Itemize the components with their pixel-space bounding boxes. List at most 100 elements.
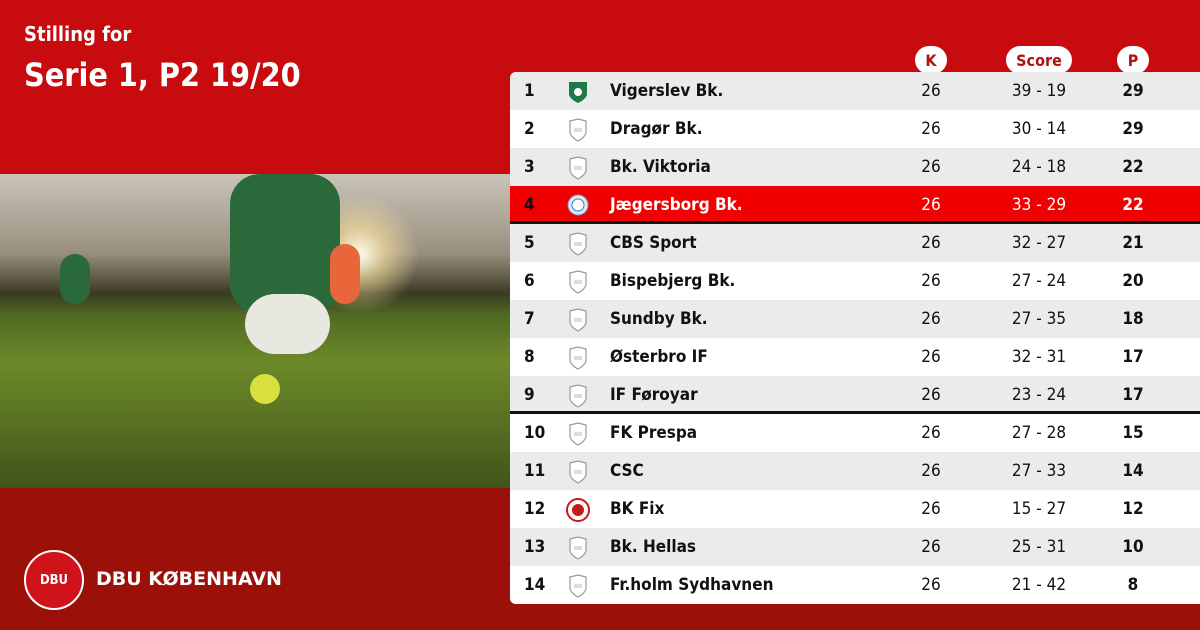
player-shape <box>230 174 340 314</box>
score: 39 - 19 <box>1011 81 1067 101</box>
logo-text: DBU <box>39 572 69 588</box>
rank: 10 <box>524 423 546 443</box>
placeholder-shield-icon <box>566 536 590 560</box>
placeholder-shield-icon <box>566 346 590 370</box>
page-title: Serie 1, P2 19/20 <box>24 56 301 94</box>
ball <box>250 374 280 404</box>
matches-played: 26 <box>921 119 941 139</box>
matches-played: 26 <box>921 271 941 291</box>
score: 30 - 14 <box>1011 119 1067 139</box>
matches-played: 26 <box>921 309 941 329</box>
team-name: FK Prespa <box>610 423 698 443</box>
placeholder-shield-icon <box>566 422 590 446</box>
score: 33 - 29 <box>1011 195 1067 215</box>
matches-played: 26 <box>921 385 941 405</box>
points: 18 <box>1122 309 1144 329</box>
table-row[interactable]: 9 IF Føroyar 26 23 - 24 17 <box>510 376 1200 414</box>
points: 21 <box>1122 233 1144 253</box>
matches-played: 26 <box>921 499 941 519</box>
points: 12 <box>1122 499 1144 519</box>
matches-played: 26 <box>921 157 941 177</box>
placeholder-shield-icon <box>566 270 590 294</box>
points: 14 <box>1122 461 1144 481</box>
team-name: CSC <box>610 461 644 481</box>
team-name: Vigerslev Bk. <box>610 81 724 101</box>
table-row[interactable]: 14 Fr.holm Sydhavnen 26 21 - 42 8 <box>510 566 1200 604</box>
rank: 6 <box>524 271 535 291</box>
points: 8 <box>1127 575 1139 595</box>
rank: 1 <box>524 81 535 101</box>
blue-crest-icon <box>566 194 590 218</box>
table-row[interactable]: 12 BK Fix 26 15 - 27 12 <box>510 490 1200 528</box>
score: 21 - 42 <box>1011 575 1067 595</box>
points: 29 <box>1122 81 1144 101</box>
table-row[interactable]: 1 Vigerslev Bk. 26 39 - 19 29 <box>510 72 1200 110</box>
table-row[interactable]: 11 CSC 26 27 - 33 14 <box>510 452 1200 490</box>
team-name: Jægersborg Bk. <box>610 195 743 215</box>
points: 17 <box>1122 347 1144 367</box>
matches-played: 26 <box>921 195 941 215</box>
player-shape <box>245 294 330 354</box>
points: 29 <box>1122 119 1144 139</box>
score: 25 - 31 <box>1011 537 1067 557</box>
rank: 11 <box>524 461 546 481</box>
points: 20 <box>1122 271 1144 291</box>
table-row[interactable]: 5 CBS Sport 26 32 - 27 21 <box>510 224 1200 262</box>
table-row[interactable]: 8 Østerbro IF 26 32 - 31 17 <box>510 338 1200 376</box>
points: 17 <box>1122 385 1144 405</box>
team-name: BK Fix <box>610 499 665 519</box>
score: 27 - 28 <box>1011 423 1067 443</box>
team-name: Bispebjerg Bk. <box>610 271 736 291</box>
team-name: Sundby Bk. <box>610 309 708 329</box>
placeholder-shield-icon <box>566 574 590 598</box>
team-name: CBS Sport <box>610 233 697 253</box>
header-k: K <box>915 46 947 74</box>
brand-name: DBU KØBENHAVN <box>96 568 282 590</box>
team-name: Fr.holm Sydhavnen <box>610 575 774 595</box>
rank: 4 <box>524 195 535 215</box>
football-photo <box>0 174 510 488</box>
score: 32 - 31 <box>1011 347 1067 367</box>
matches-played: 26 <box>921 461 941 481</box>
score: 27 - 24 <box>1011 271 1067 291</box>
table-row[interactable]: 6 Bispebjerg Bk. 26 27 - 24 20 <box>510 262 1200 300</box>
points: 22 <box>1122 157 1144 177</box>
table-row[interactable]: 7 Sundby Bk. 26 27 - 35 18 <box>510 300 1200 338</box>
standings-table: 1 Vigerslev Bk. 26 39 - 19 29 2 Dragør Bk… <box>510 72 1200 604</box>
score: 15 - 27 <box>1011 499 1067 519</box>
score: 23 - 24 <box>1011 385 1067 405</box>
table-row[interactable]: 13 Bk. Hellas 26 25 - 31 10 <box>510 528 1200 566</box>
team-name: IF Føroyar <box>610 385 698 405</box>
matches-played: 26 <box>921 575 941 595</box>
player-shape <box>330 244 360 304</box>
table-row[interactable]: 3 Bk. Viktoria 26 24 - 18 22 <box>510 148 1200 186</box>
points: 15 <box>1122 423 1144 443</box>
placeholder-shield-icon <box>566 156 590 180</box>
placeholder-shield-icon <box>566 118 590 142</box>
table-row[interactable]: 2 Dragør Bk. 26 30 - 14 29 <box>510 110 1200 148</box>
placeholder-shield-icon <box>566 384 590 408</box>
rank: 7 <box>524 309 535 329</box>
rank: 5 <box>524 233 535 253</box>
table-row[interactable]: 4 Jægersborg Bk. 26 33 - 29 22 <box>510 186 1200 224</box>
header-p: P <box>1117 46 1149 74</box>
team-name: Dragør Bk. <box>610 119 703 139</box>
red-round-crest-icon <box>566 498 590 522</box>
header-score: Score <box>1006 46 1072 74</box>
score: 27 - 33 <box>1011 461 1067 481</box>
matches-played: 26 <box>921 347 941 367</box>
matches-played: 26 <box>921 233 941 253</box>
placeholder-shield-icon <box>566 232 590 256</box>
subtitle: Stilling for <box>24 22 132 46</box>
green-shield-icon <box>566 80 590 104</box>
points: 10 <box>1122 537 1144 557</box>
player-shape <box>60 254 90 304</box>
rank: 3 <box>524 157 535 177</box>
matches-played: 26 <box>921 423 941 443</box>
team-name: Bk. Viktoria <box>610 157 711 177</box>
score: 32 - 27 <box>1011 233 1067 253</box>
table-row[interactable]: 10 FK Prespa 26 27 - 28 15 <box>510 414 1200 452</box>
matches-played: 26 <box>921 81 941 101</box>
rank: 9 <box>524 385 535 405</box>
placeholder-shield-icon <box>566 460 590 484</box>
